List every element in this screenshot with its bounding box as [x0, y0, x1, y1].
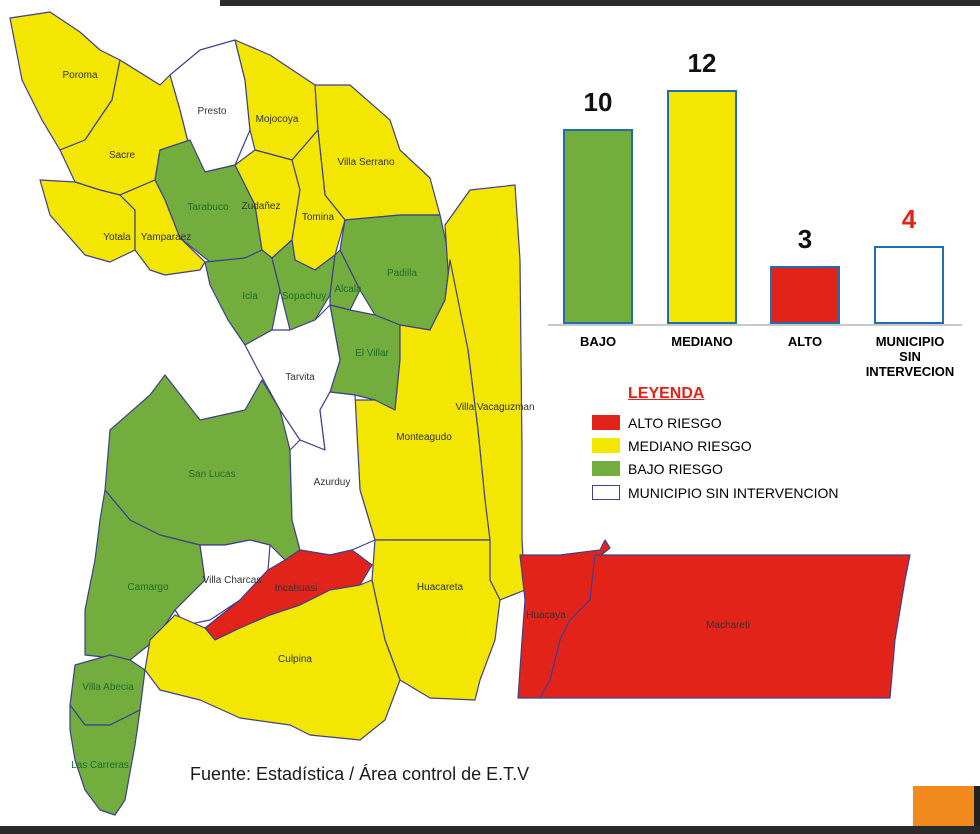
label-sacre: Sacre: [109, 150, 136, 161]
bar-value-0: 10: [583, 87, 613, 117]
label-machareti: Machareti: [706, 620, 750, 631]
region-yamparaez: [119, 179, 206, 276]
label-padilla: Padilla: [387, 268, 417, 279]
label-alcala: Alcala: [334, 284, 362, 295]
bar-category-2: ALTO: [787, 334, 823, 349]
label-villa-serrano: Villa Serrano: [337, 157, 395, 168]
source-caption: Fuente: Estadística / Área control de E.…: [190, 764, 530, 784]
region-mojocoya: [234, 39, 319, 161]
label-zuda-ez: Zudañez: [242, 201, 281, 212]
label-icla: Icla: [242, 291, 258, 302]
label-camargo: Camargo: [127, 582, 169, 593]
region-las-carreras: [69, 704, 141, 816]
corner-edge: [974, 786, 980, 826]
region-icla: [204, 249, 281, 346]
label-sopachuy: Sopachuy: [282, 291, 326, 302]
label-presto: Presto: [198, 106, 227, 117]
region-machareti: [539, 554, 911, 699]
label-poroma: Poroma: [62, 70, 97, 81]
label-villa-vacaguzman: Villa Vacaguzman: [455, 402, 534, 413]
label-villa-abecia: Villa Abecia: [82, 682, 134, 693]
label-las-carreras: Las Carreras: [71, 760, 129, 771]
legend-label-2: BAJO RIESGO: [628, 461, 723, 477]
legend-swatch-2: [592, 461, 620, 476]
label-el-villar: El Villar: [355, 348, 389, 359]
legend-label-3: MUNICIPIO SIN INTERVENCION: [628, 485, 839, 501]
legend-swatch-3: [592, 485, 620, 500]
label-monteagudo: Monteagudo: [396, 432, 452, 443]
label-azurduy: Azurduy: [314, 477, 351, 488]
top-dark-bar: [220, 0, 980, 6]
label-incahuasi: Incahuasi: [275, 583, 318, 594]
label-villa-charcas: Villa Charcas: [203, 575, 262, 586]
label-yotala: Yotala: [103, 232, 131, 243]
bar-value-3: 4: [901, 204, 917, 234]
legend-swatch-1: [592, 438, 620, 453]
label-yamparaez: Yamparaez: [141, 232, 191, 243]
bar-2: [770, 265, 840, 324]
legend-label-1: MEDIANO RIESGO: [628, 438, 752, 454]
label-tomina: Tomina: [302, 212, 335, 223]
orange-corner-tab: [913, 786, 980, 826]
label-huacaya: Huacaya: [526, 610, 566, 621]
bar-category-3: MUNICIPIO SIN INTERVECION: [865, 334, 955, 379]
legend-title: LEYENDA: [628, 385, 705, 402]
bar-1: [667, 90, 737, 324]
bar-category-0: BAJO: [579, 334, 617, 349]
label-tarvita: Tarvita: [285, 372, 315, 383]
bar-value-1: 12: [687, 48, 717, 78]
label-huacareta: Huacareta: [417, 582, 464, 593]
bar-value-2: 3: [797, 223, 813, 254]
bar-3: [874, 246, 944, 324]
legend-swatch-0: [592, 415, 620, 430]
bar-0: [563, 129, 633, 324]
label-mojocoya: Mojocoya: [256, 114, 299, 125]
label-san-lucas: San Lucas: [188, 469, 235, 480]
bottom-dark-bar: [0, 826, 980, 834]
label-tarabuco: Tarabuco: [187, 202, 229, 213]
bar-category-1: MEDIANO: [671, 334, 733, 349]
legend-label-0: ALTO RIESGO: [628, 415, 722, 431]
chart-x-axis: [548, 324, 962, 326]
region-culpina: [144, 579, 401, 741]
region-villa-serrano: [314, 84, 441, 221]
label-culpina: Culpina: [278, 654, 312, 665]
